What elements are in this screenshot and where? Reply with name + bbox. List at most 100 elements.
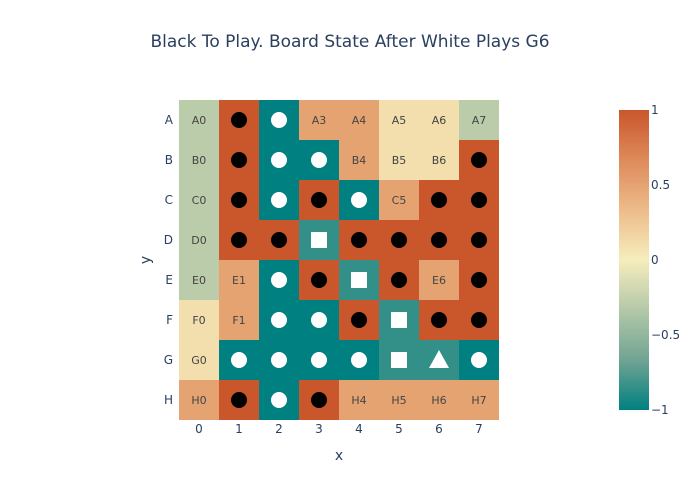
board-cell[interactable] <box>299 180 339 220</box>
x-tick-label: 4 <box>355 422 363 436</box>
board-cell[interactable] <box>259 220 299 260</box>
x-tick-label: 5 <box>395 422 403 436</box>
board-cell[interactable]: G0 <box>179 340 219 380</box>
colorbar-tick-label: −1 <box>651 403 669 417</box>
white-stone <box>271 152 287 168</box>
board-cell[interactable] <box>259 340 299 380</box>
colorbar-tick-label: 0.5 <box>651 178 670 192</box>
board-cell[interactable]: D0 <box>179 220 219 260</box>
cell-label: H6 <box>431 394 446 407</box>
board-cell[interactable] <box>379 340 419 380</box>
board-cell[interactable] <box>459 140 499 180</box>
cell-label: E1 <box>232 274 246 287</box>
board-cell[interactable] <box>339 260 379 300</box>
board-cell[interactable] <box>259 140 299 180</box>
board-cell[interactable] <box>299 380 339 420</box>
board-cell[interactable] <box>299 220 339 260</box>
board-cell[interactable] <box>219 140 259 180</box>
board-cell[interactable] <box>259 380 299 420</box>
board-cell[interactable]: B6 <box>419 140 459 180</box>
board-cell[interactable] <box>419 340 459 380</box>
board-cell[interactable]: A6 <box>419 100 459 140</box>
board-cell[interactable] <box>339 220 379 260</box>
cell-fill <box>219 300 259 340</box>
cell-label: A3 <box>312 114 327 127</box>
black-stone <box>471 192 487 208</box>
board-cell[interactable] <box>299 140 339 180</box>
cell-fill <box>419 260 459 300</box>
board-cell[interactable] <box>379 300 419 340</box>
x-tick-label: 1 <box>235 422 243 436</box>
cell-label: G0 <box>191 354 207 367</box>
cell-label: F1 <box>232 314 245 327</box>
black-stone <box>431 192 447 208</box>
board-cell[interactable] <box>299 340 339 380</box>
board-cell[interactable]: F0 <box>179 300 219 340</box>
board-cell[interactable]: E0 <box>179 260 219 300</box>
black-stone <box>471 312 487 328</box>
chart-title: Black To Play. Board State After White P… <box>150 32 550 52</box>
board-cell[interactable]: A4 <box>339 100 379 140</box>
board-cell[interactable]: H0 <box>179 380 219 420</box>
board-cell[interactable] <box>339 180 379 220</box>
board-cell[interactable] <box>219 180 259 220</box>
board-cell[interactable] <box>379 260 419 300</box>
board-cell[interactable] <box>459 300 499 340</box>
black-stone <box>351 232 367 248</box>
board-cell[interactable]: C0 <box>179 180 219 220</box>
board-cell[interactable]: E1 <box>219 260 259 300</box>
cell-fill <box>219 260 259 300</box>
cell-fill <box>339 100 379 140</box>
board-cell[interactable] <box>299 300 339 340</box>
board-cell[interactable]: H5 <box>379 380 419 420</box>
board-cell[interactable] <box>219 340 259 380</box>
board-cell[interactable]: H7 <box>459 380 499 420</box>
board-cell[interactable] <box>459 220 499 260</box>
white-square-marker <box>311 232 327 248</box>
board-cell[interactable] <box>259 100 299 140</box>
board-cell[interactable]: A5 <box>379 100 419 140</box>
y-tick-label: E <box>165 273 173 287</box>
white-stone <box>271 272 287 288</box>
cell-label: D0 <box>191 234 206 247</box>
board-cell[interactable]: H6 <box>419 380 459 420</box>
board-cell[interactable] <box>459 340 499 380</box>
board-cell[interactable] <box>299 260 339 300</box>
white-stone <box>271 312 287 328</box>
cell-fill <box>379 140 419 180</box>
board-cell[interactable]: B5 <box>379 140 419 180</box>
board-cell[interactable]: B4 <box>339 140 379 180</box>
board-cell[interactable]: A0 <box>179 100 219 140</box>
board-cell[interactable] <box>419 300 459 340</box>
board-cell[interactable] <box>459 260 499 300</box>
board-cell[interactable]: F1 <box>219 300 259 340</box>
cell-fill <box>379 180 419 220</box>
board-cell[interactable]: E6 <box>419 260 459 300</box>
board-cell[interactable] <box>339 340 379 380</box>
colorbar-tick-label: 0 <box>651 253 659 267</box>
board-cell[interactable] <box>459 180 499 220</box>
board-cells: A0 A3 A4 A5 A6 A7 B0 B4 B5 B6 C0 C5 D0 E0 E1 E6 F0 F1 G0 H0… <box>179 100 499 420</box>
cell-fill <box>179 260 219 300</box>
board-cell[interactable] <box>259 260 299 300</box>
board-cell[interactable] <box>339 300 379 340</box>
board-cell[interactable] <box>259 300 299 340</box>
board-cell[interactable]: B0 <box>179 140 219 180</box>
cell-label: A0 <box>192 114 207 127</box>
board-cell[interactable] <box>379 220 419 260</box>
cell-label: A5 <box>392 114 407 127</box>
board-cell[interactable]: A7 <box>459 100 499 140</box>
board-cell[interactable] <box>219 100 259 140</box>
board-cell[interactable] <box>419 180 459 220</box>
board-cell[interactable] <box>419 220 459 260</box>
black-stone <box>311 272 327 288</box>
board-cell[interactable]: A3 <box>299 100 339 140</box>
x-tick-label: 3 <box>315 422 323 436</box>
board-cell[interactable] <box>219 220 259 260</box>
cell-fill <box>419 380 459 420</box>
y-tick-label: C <box>165 193 173 207</box>
board-cell[interactable]: H4 <box>339 380 379 420</box>
board-cell[interactable] <box>219 380 259 420</box>
board-cell[interactable]: C5 <box>379 180 419 220</box>
board-cell[interactable] <box>259 180 299 220</box>
